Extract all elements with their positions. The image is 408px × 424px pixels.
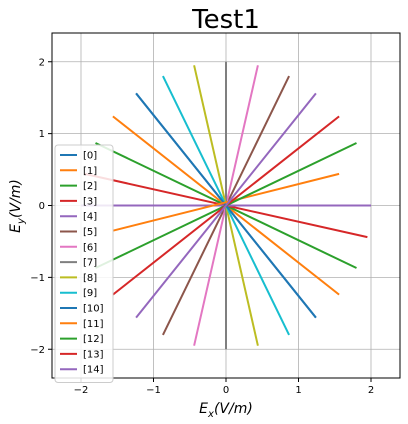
legend-label-11: [11] bbox=[83, 319, 104, 330]
legend-label-10: [10] bbox=[83, 304, 104, 315]
x-axis-label: Ex(V/m) bbox=[199, 401, 253, 420]
legend-label-5: [5] bbox=[83, 227, 97, 238]
x-tick-label: −2 bbox=[74, 385, 89, 396]
legend-label-7: [7] bbox=[83, 258, 97, 269]
chart-title: Test1 bbox=[191, 5, 260, 35]
series-lines bbox=[81, 61, 371, 350]
series-line-11 bbox=[112, 172, 340, 232]
x-tick-label: 1 bbox=[295, 385, 301, 396]
legend-label-12: [12] bbox=[83, 334, 104, 345]
legend-label-13: [13] bbox=[83, 349, 104, 360]
y-tick-label: 2 bbox=[39, 57, 45, 68]
legend-label-0: [0] bbox=[83, 151, 97, 162]
legend-label-4: [4] bbox=[83, 212, 97, 223]
legend-label-9: [9] bbox=[83, 288, 97, 299]
axes: −2 −1 0 1 2 −2 −1 0 1 2 bbox=[30, 32, 401, 396]
y-tick-label: 0 bbox=[39, 201, 45, 212]
legend-label-3: [3] bbox=[83, 196, 97, 207]
legend: [0] [1] [2] [3] [4] [5] [6] [7] [8] [9] [10] [11] [1… bbox=[54, 144, 114, 383]
y-tick-label: −1 bbox=[30, 273, 45, 284]
y-axis-label: Ey(V/m) bbox=[8, 179, 27, 233]
series-line-14 bbox=[135, 92, 317, 319]
legend-label-2: [2] bbox=[83, 181, 97, 192]
x-tick-label: 2 bbox=[368, 385, 374, 396]
legend-label-8: [8] bbox=[83, 273, 97, 284]
legend-label-6: [6] bbox=[83, 242, 97, 253]
legend-label-14: [14] bbox=[83, 365, 104, 376]
x-tick-label: −1 bbox=[146, 385, 161, 396]
x-tick-label: 0 bbox=[223, 385, 229, 396]
y-tick-label: −2 bbox=[30, 345, 45, 356]
y-tick-label: 1 bbox=[39, 129, 45, 140]
legend-label-1: [1] bbox=[83, 166, 97, 177]
